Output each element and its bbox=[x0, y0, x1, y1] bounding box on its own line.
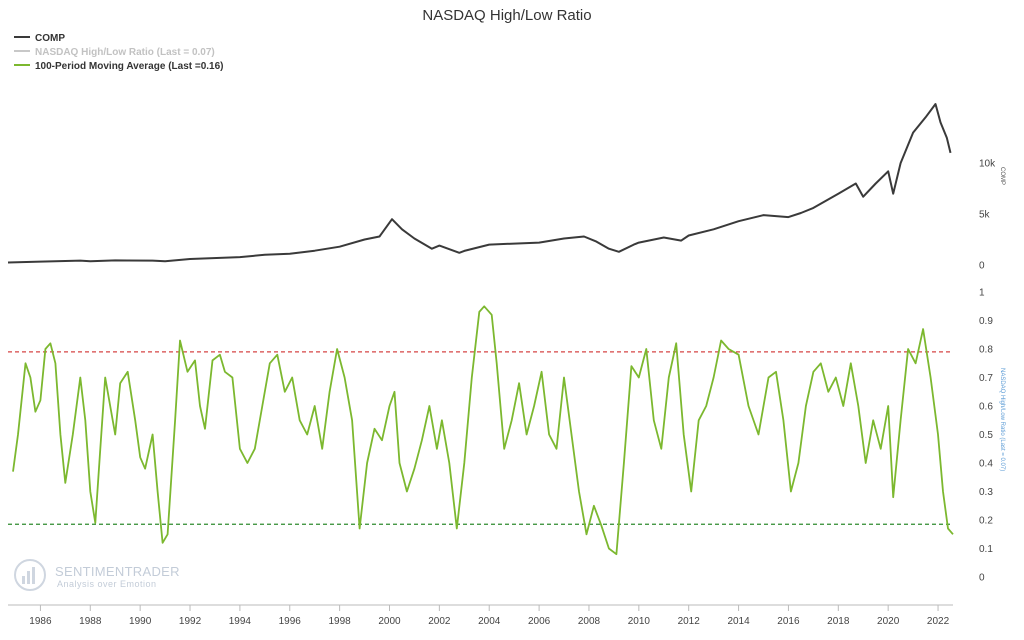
watermark-logo: SENTIMENTRADER Analysis over Emotion bbox=[14, 559, 180, 591]
ratio-y-tick-label: 0.6 bbox=[979, 402, 993, 413]
ratio-y-tick-label: 0 bbox=[979, 573, 985, 584]
x-tick-label: 2022 bbox=[927, 616, 950, 627]
x-tick-label: 2006 bbox=[528, 616, 551, 627]
x-tick-label: 1986 bbox=[29, 616, 52, 627]
x-tick-label: 1988 bbox=[79, 616, 102, 627]
ratio-axis-label: NASDAQ High/Low Ratio (Last = 0.07) bbox=[999, 368, 1005, 471]
legend-label-moving-average: 100-Period Moving Average (Last =0.16) bbox=[35, 61, 224, 72]
x-tick-label: 2004 bbox=[478, 616, 501, 627]
ratio-y-tick-label: 0.7 bbox=[979, 373, 993, 384]
ratio-y-tick-label: 0.8 bbox=[979, 345, 993, 356]
ratio-y-tick-label: 0.1 bbox=[979, 544, 993, 555]
x-tick-label: 1996 bbox=[279, 616, 302, 627]
x-tick-label: 2000 bbox=[378, 616, 401, 627]
x-tick-label: 2008 bbox=[578, 616, 601, 627]
x-tick-label: 2014 bbox=[727, 616, 750, 627]
ratio-y-tick-label: 0.3 bbox=[979, 487, 993, 498]
x-tick-label: 1994 bbox=[229, 616, 252, 627]
ratio-panel: 0 0.1 0.2 0.3 0.4 0.5 0.6 0.7 0.8 0.9 1 bbox=[8, 288, 993, 584]
x-tick-label: 1998 bbox=[328, 616, 351, 627]
watermark-tagline: Analysis over Emotion bbox=[57, 579, 157, 589]
comp-axis-label: COMP bbox=[999, 167, 1005, 185]
legend-item-comp[interactable]: COMP bbox=[14, 33, 65, 44]
x-tick-label: 1990 bbox=[129, 616, 152, 627]
comp-panel: 0 5k 10k bbox=[7, 103, 996, 272]
moving-average-series-line bbox=[12, 305, 954, 556]
x-tick-label: 2018 bbox=[827, 616, 850, 627]
ratio-y-tick-label: 0.5 bbox=[979, 430, 993, 441]
legend-item-moving-average[interactable]: 100-Period Moving Average (Last =0.16) bbox=[14, 61, 224, 72]
x-axis: 1986 1988 1990 1992 1994 1996 1998 2000 2002 2004… bbox=[8, 604, 953, 627]
comp-y-tick-label: 10k bbox=[979, 159, 996, 170]
comp-series-line bbox=[7, 103, 952, 264]
legend-item-high-low-ratio[interactable]: NASDAQ High/Low Ratio (Last = 0.07) bbox=[14, 47, 215, 58]
ratio-y-tick-label: 0.4 bbox=[979, 459, 993, 470]
ratio-y-tick-label: 1 bbox=[979, 288, 985, 299]
x-tick-label: 2012 bbox=[678, 616, 701, 627]
legend: COMP NASDAQ High/Low Ratio (Last = 0.07)… bbox=[14, 33, 224, 72]
comp-y-tick-label: 0 bbox=[979, 261, 985, 272]
ratio-y-tick-label: 0.9 bbox=[979, 316, 993, 327]
ratio-y-tick-label: 0.2 bbox=[979, 516, 993, 527]
x-tick-label: 1992 bbox=[179, 616, 202, 627]
watermark-brand: SENTIMENTRADER bbox=[55, 564, 180, 579]
x-tick-label: 2020 bbox=[877, 616, 900, 627]
comp-y-tick-label: 5k bbox=[979, 210, 991, 221]
x-tick-label: 2016 bbox=[777, 616, 800, 627]
x-tick-label: 2002 bbox=[428, 616, 451, 627]
x-tick-label: 2010 bbox=[628, 616, 651, 627]
legend-label-comp: COMP bbox=[35, 33, 65, 44]
chart-title: NASDAQ High/Low Ratio bbox=[422, 7, 591, 24]
legend-label-high-low-ratio: NASDAQ High/Low Ratio (Last = 0.07) bbox=[35, 47, 215, 58]
